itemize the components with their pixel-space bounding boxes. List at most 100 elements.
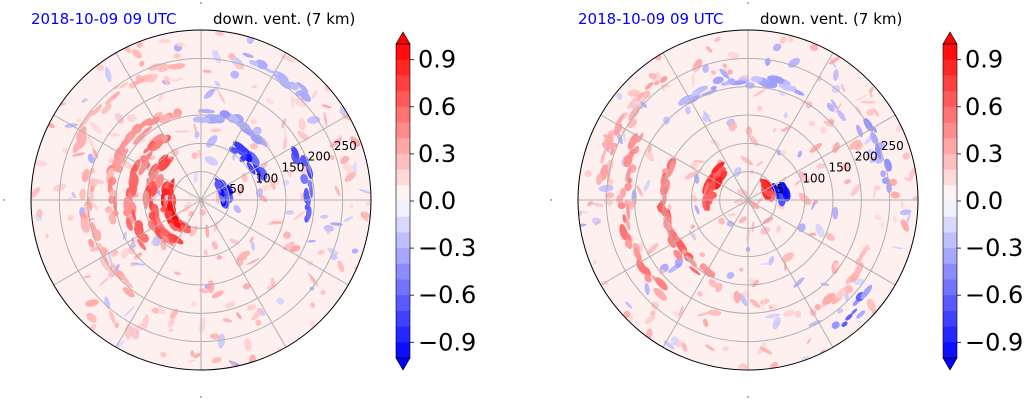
field-speckle [31,187,41,199]
field-band-cell [595,173,603,186]
field-speckle [137,138,147,144]
field-band-cell [252,126,262,136]
field-band-cell [307,179,313,188]
field-band-cell [214,180,222,189]
field-speckle [232,154,236,161]
field-speckle [764,313,781,319]
field-speckle [616,92,623,100]
field-speckle [351,248,359,254]
field-speckle [646,328,653,339]
field-speckle [34,160,48,167]
field-band-cell [300,173,309,185]
field-speckle [193,352,201,359]
field-speckle [866,298,876,312]
field-speckle [594,221,600,226]
field-band-cell [626,218,631,231]
field-band-cell [122,287,135,298]
field-speckle [837,308,844,314]
field-speckle [706,46,713,53]
colorbar-extend-max [395,31,411,45]
field-speckle [697,291,703,297]
field-band-cell [298,89,312,103]
field-speckle [250,118,257,125]
field-speckle [224,301,236,309]
field-speckle [242,283,251,290]
field-band-cell [123,279,133,288]
colorbar-level [943,59,957,76]
field-speckle [129,326,139,340]
field-speckle [756,197,763,204]
panel-2-grid [550,2,946,398]
field-speckle [670,336,679,346]
field-speckle [806,338,811,345]
field-speckle [661,84,671,88]
field-speckle [644,283,650,295]
field-band-cell [625,239,633,250]
field-speckle [283,136,287,151]
colorbar-level [943,232,957,249]
angular-gridline [747,199,896,286]
field-speckle [167,318,175,328]
colorbar-level [396,201,410,218]
field-speckle [238,185,245,196]
field-speckle [832,206,839,220]
field-speckle [868,86,874,94]
field-speckle [86,312,97,323]
colorbar-level [396,248,410,265]
field-speckle [739,293,748,307]
field-speckle [719,68,730,79]
outer-tick-mark [747,2,749,4]
field-band-cell [622,214,627,223]
field-speckle [696,312,711,317]
field-band-cell [872,126,877,133]
field-speckle [115,113,125,125]
field-band-cell [705,198,710,212]
panel-1-colorbar: 0.9 0.6 0.3 0.0 −0.3 −0.6 −0.9 [395,31,476,371]
field-band-cell [81,168,90,183]
field-band-cell [232,141,247,153]
field-speckle [628,315,634,323]
field-speckle [779,36,787,44]
field-band-cell [712,76,724,85]
field-speckle [273,177,280,185]
field-speckle [270,277,276,288]
field-speckle [693,159,705,164]
field-speckle [326,247,339,255]
field-band-cell [248,60,259,66]
field-speckle [217,89,226,104]
field-speckle [813,199,819,205]
field-band-cell [614,113,625,129]
field-band-cell [105,97,113,105]
field-speckle [690,224,695,229]
field-speckle [309,320,316,328]
field-speckle [684,170,698,180]
field-band-cell [140,233,149,243]
field-speckle [320,289,327,296]
field-speckle [891,246,904,250]
field-speckle [191,152,199,159]
field-band-cell [860,284,873,300]
field-speckle [344,171,357,183]
angular-gridline [600,199,749,286]
field-band-cell [168,233,184,245]
field-speckle [209,333,221,340]
field-band-cell [779,181,785,192]
field-band-cell [296,82,309,93]
field-speckle [738,216,747,224]
field-speckle [96,64,105,71]
field-band-cell [610,147,615,156]
colorbar-level [943,263,957,280]
field-speckle [206,135,218,148]
outer-tick-mark [550,199,552,201]
field-speckle [902,152,911,160]
field-speckle [81,98,88,103]
field-band-cell [143,148,149,154]
field-band-cell [659,76,668,83]
field-speckle [250,241,256,251]
field-speckle [230,361,236,366]
field-speckle [89,122,102,134]
field-speckle [794,310,802,318]
